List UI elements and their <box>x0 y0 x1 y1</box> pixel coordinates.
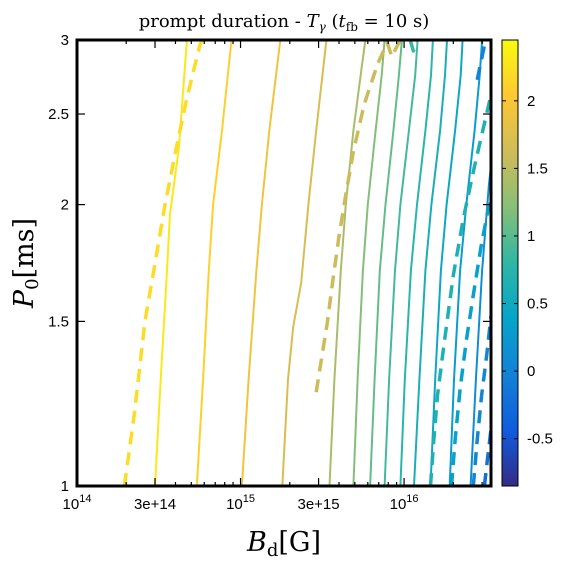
contour-line-9 <box>413 40 448 486</box>
contour-line-6 <box>369 40 403 486</box>
plot-area <box>77 40 491 486</box>
contour-line-5 <box>352 40 386 486</box>
contour-line-10 <box>429 40 464 486</box>
y-tick-label: 1 <box>61 478 69 495</box>
title-open: ( <box>326 11 339 32</box>
contour-line-3 <box>281 40 328 486</box>
colorbar-tick-label: 0.5 <box>527 296 548 313</box>
y-label-var: P <box>9 289 40 309</box>
colorbar <box>501 39 519 487</box>
x-tick-label: 3e+14 <box>134 496 176 513</box>
y-label-unit: [ms] <box>9 218 40 279</box>
dashed-contour-19 <box>471 315 491 486</box>
y-tick-label: 3 <box>61 32 69 49</box>
dashed-contour-15 <box>408 40 419 53</box>
y-tick-label: 2.5 <box>48 106 69 123</box>
contour-line-7 <box>383 40 419 486</box>
x-tick-label: 1016 <box>390 493 419 513</box>
dashed-contour-16 <box>475 40 488 81</box>
title-param-sub: fb <box>346 20 358 34</box>
x-tick-label-base: 10 <box>226 496 243 513</box>
x-tick-label: 1015 <box>226 493 255 513</box>
contour-lines <box>122 40 491 486</box>
x-tick-label: 1014 <box>63 493 92 513</box>
contour-line-8 <box>399 40 434 486</box>
dashed-contour-17 <box>428 94 491 486</box>
title-var-sub: γ <box>319 20 327 34</box>
x-tick-label-exponent: 16 <box>406 493 418 505</box>
y-label-sub: 0 <box>22 278 43 289</box>
x-label-sub: d <box>267 540 279 561</box>
x-tick-label: 3e+15 <box>297 496 339 513</box>
colorbar-tick-label: 1.5 <box>527 160 548 177</box>
contour-line-2 <box>240 40 282 486</box>
x-label-var: B <box>246 527 267 558</box>
title-close: = 10 s) <box>358 11 429 32</box>
x-tick-label-exponent: 14 <box>79 493 91 505</box>
x-tick-label-base: 10 <box>390 496 407 513</box>
x-tick-label-base: 10 <box>63 496 80 513</box>
colorbar-tick-label: 1 <box>527 228 535 245</box>
x-axis-label: Bd[G] <box>246 527 321 561</box>
title-param: t <box>339 11 347 32</box>
y-tick-label: 1.5 <box>48 313 69 330</box>
dashed-contour-14 <box>314 40 402 393</box>
title-prefix: prompt duration - <box>139 11 307 32</box>
title-var: T <box>307 11 321 32</box>
colorbar-tick-label: -0.5 <box>527 431 553 448</box>
y-tick-label: 2 <box>61 197 69 214</box>
dashed-contour-18 <box>449 194 491 486</box>
x-tick-label-exponent: 15 <box>243 493 255 505</box>
contour-line-1 <box>195 40 233 486</box>
x-label-unit: [G] <box>278 527 321 558</box>
colorbar-tick-label: 0 <box>527 363 535 380</box>
plot-frame <box>75 38 493 488</box>
chart-title: prompt duration - Tγ (tfb = 10 s) <box>139 11 430 34</box>
dashed-contour-13 <box>122 40 204 486</box>
x-axis: 1014 3e+14 1015 3e+15 1016 <box>63 40 483 513</box>
y-axis-label: P0[ms] <box>9 218 43 309</box>
colorbar-axis: -0.5 0 0.5 1 1.5 2 <box>502 93 553 448</box>
colorbar-tick-label: 2 <box>527 93 535 110</box>
y-axis: 1 1.5 2 2.5 3 <box>48 32 491 495</box>
